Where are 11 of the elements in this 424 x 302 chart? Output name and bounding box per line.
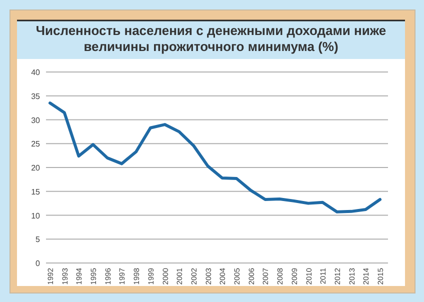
y-tick-label: 10 bbox=[31, 211, 41, 220]
y-tick-label: 40 bbox=[31, 68, 41, 77]
y-tick-label: 0 bbox=[36, 259, 41, 268]
y-tick-label: 5 bbox=[36, 235, 41, 244]
line-series bbox=[48, 102, 382, 214]
y-tick-label: 25 bbox=[31, 140, 41, 149]
y-tick-label: 15 bbox=[31, 187, 41, 196]
chart-title: Численность населения с денежными доходами ниже величины прожиточного минимума (%) bbox=[36, 23, 386, 54]
y-tick-label: 30 bbox=[31, 116, 41, 125]
y-tick-label: 35 bbox=[31, 92, 41, 101]
y-tick-label: 20 bbox=[31, 164, 41, 172]
